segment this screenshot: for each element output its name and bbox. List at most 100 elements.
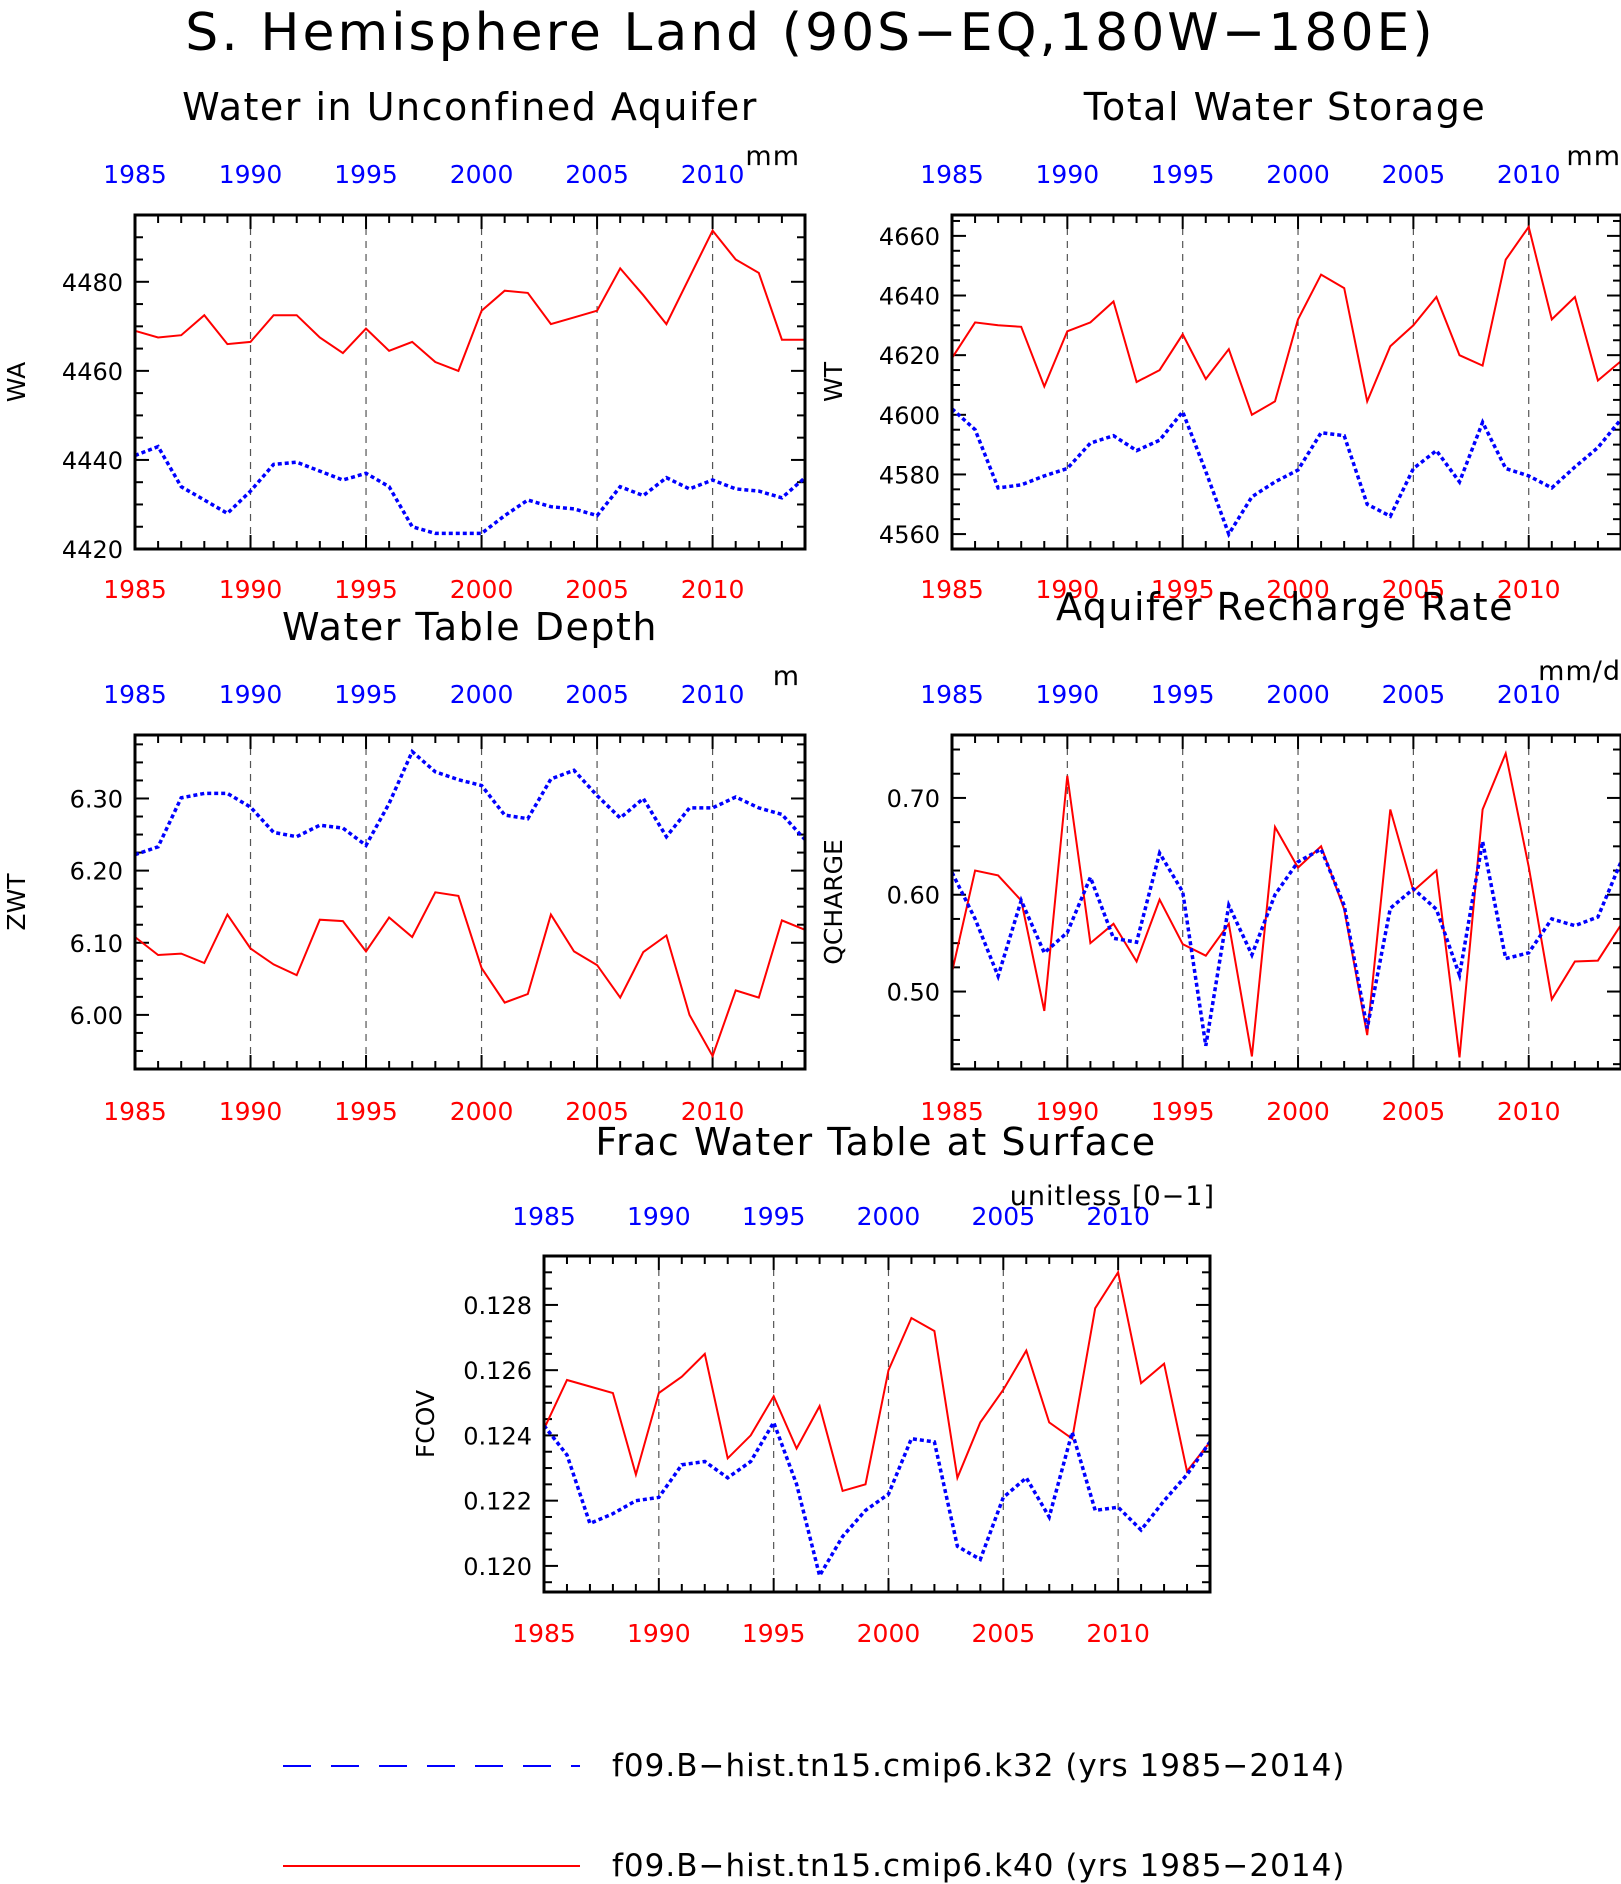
- y-tick-label: 4460: [62, 358, 123, 386]
- page-title: S. Hemisphere Land (90S−EQ,180W−180E): [185, 3, 1436, 63]
- x-tick-label-bottom: 2005: [971, 1619, 1035, 1648]
- series-k32-line: [542, 1418, 1212, 1581]
- plot-frame: [133, 213, 807, 551]
- x-tick-label-top: 1985: [103, 680, 167, 709]
- y-tick-label: 4420: [62, 536, 123, 564]
- y-axis-label: ZWT: [2, 873, 31, 931]
- x-tick-label-top: 2010: [681, 680, 745, 709]
- x-tick-label-top: 2005: [565, 160, 629, 189]
- x-tick-label-top: 1995: [1151, 680, 1215, 709]
- panel-title: Frac Water Table at Surface: [595, 1120, 1156, 1164]
- x-tick-label-bottom: 2005: [565, 1097, 629, 1126]
- x-tick-label-bottom: 1990: [1036, 1097, 1100, 1126]
- x-tick-label-bottom: 1995: [1151, 575, 1215, 604]
- x-tick-label-top: 2005: [971, 1202, 1035, 1231]
- legend-label: f09.B−hist.tn15.cmip6.k32 (yrs 1985−2014…: [612, 1748, 1345, 1784]
- series-k40-line: [134, 228, 805, 373]
- plot-frame: [950, 733, 1621, 1071]
- y-tick-label: 4580: [879, 461, 940, 489]
- y-tick-label: 6.30: [70, 785, 123, 813]
- y-tick-label: 0.120: [463, 1553, 532, 1581]
- x-tick-label-bottom: 2010: [1086, 1619, 1150, 1648]
- series-k40-line: [543, 1269, 1211, 1493]
- series-k32-line: [134, 444, 807, 536]
- x-tick-label-bottom: 1990: [627, 1619, 691, 1648]
- series-k32-line: [950, 407, 1621, 539]
- y-tick-label: 4440: [62, 447, 123, 475]
- x-tick-label-top: 2000: [450, 160, 514, 189]
- x-tick-label-bottom: 2000: [1266, 1097, 1330, 1126]
- x-tick-label-top: 1990: [219, 680, 283, 709]
- x-tick-label-bottom: 2005: [1382, 575, 1446, 604]
- x-tick-label-top: 2005: [565, 680, 629, 709]
- panel-3: Water Table Depth m 6.00 6.10 6.20 6.30 1985 19…: [2, 605, 807, 1126]
- x-tick-label-bottom: 2000: [857, 1619, 921, 1648]
- x-tick-label-bottom: 2010: [681, 575, 745, 604]
- panel-1: Water in Unconfined Aquifer mm 4420 4440 446…: [2, 85, 807, 604]
- units-label: unitless [0−1]: [1010, 1181, 1215, 1212]
- x-tick-label-top: 1990: [219, 160, 283, 189]
- x-tick-label-bottom: 1995: [742, 1619, 806, 1648]
- x-tick-label-top: 2005: [1382, 160, 1446, 189]
- panel-title: Water in Unconfined Aquifer: [182, 85, 758, 129]
- x-tick-label-top: 1995: [1151, 160, 1215, 189]
- y-tick-label: 0.122: [463, 1488, 532, 1516]
- x-tick-label-bottom: 1985: [103, 575, 167, 604]
- y-tick-label: 0.126: [463, 1357, 532, 1385]
- panel-4: Aquifer Recharge Rate mm/d 0.50 0.60 0.70 198…: [819, 585, 1621, 1126]
- x-tick-label-bottom: 1985: [103, 1097, 167, 1126]
- y-axis-label: QCHARGE: [819, 839, 848, 965]
- x-tick-label-bottom: 1995: [334, 1097, 398, 1126]
- units-label: mm: [1566, 141, 1621, 172]
- panel-title: Total Water Storage: [1083, 85, 1486, 129]
- x-tick-label-top: 1985: [512, 1202, 576, 1231]
- x-tick-label-bottom: 1995: [334, 575, 398, 604]
- x-tick-label-top: 2000: [450, 680, 514, 709]
- x-tick-label-top: 2000: [1266, 680, 1330, 709]
- x-tick-label-top: 1990: [627, 1202, 691, 1231]
- panel-5: Frac Water Table at Surface unitless [0−1…: [411, 1120, 1215, 1648]
- series-k40-line: [951, 224, 1621, 417]
- x-tick-label-top: 1985: [920, 160, 984, 189]
- x-tick-label-bottom: 2000: [450, 575, 514, 604]
- x-tick-label-top: 2000: [857, 1202, 921, 1231]
- series-k32-line: [950, 841, 1621, 1047]
- x-tick-label-bottom: 2000: [450, 1097, 514, 1126]
- x-tick-label-top: 2005: [1382, 680, 1446, 709]
- x-tick-label-bottom: 1990: [219, 575, 283, 604]
- x-tick-label-bottom: 1985: [920, 575, 984, 604]
- x-tick-label-top: 1985: [920, 680, 984, 709]
- plot-frame: [133, 733, 807, 1071]
- x-tick-label-top: 2000: [1266, 160, 1330, 189]
- y-tick-label: 0.50: [887, 979, 940, 1007]
- x-tick-label-bottom: 1985: [920, 1097, 984, 1126]
- x-tick-label-bottom: 2005: [565, 575, 629, 604]
- x-tick-label-top: 1995: [334, 680, 398, 709]
- y-tick-label: 6.00: [70, 1002, 123, 1030]
- x-tick-label-top: 2010: [681, 160, 745, 189]
- y-tick-label: 4640: [879, 283, 940, 311]
- plot-frame: [950, 213, 1621, 551]
- y-tick-label: 0.70: [887, 785, 940, 813]
- series-k40-line: [134, 891, 806, 1059]
- plot-frame: [542, 1254, 1212, 1594]
- x-tick-label-top: 1995: [742, 1202, 806, 1231]
- units-label: mm/d: [1538, 656, 1621, 687]
- x-tick-label-bottom: 1990: [219, 1097, 283, 1126]
- y-tick-label: 0.60: [887, 882, 940, 910]
- x-tick-label-bottom: 2010: [681, 1097, 745, 1126]
- y-tick-label: 4660: [879, 223, 940, 251]
- x-tick-label-bottom: 2010: [1497, 1097, 1561, 1126]
- x-tick-label-bottom: 1990: [1036, 575, 1100, 604]
- x-tick-label-top: 1990: [1036, 160, 1100, 189]
- panel-2: Total Water Storage mm 4560 4580 4600 4620 464…: [819, 85, 1621, 604]
- x-tick-label-top: 1990: [1036, 680, 1100, 709]
- x-tick-label-bottom: 2005: [1382, 1097, 1446, 1126]
- x-tick-label-top: 2010: [1497, 160, 1561, 189]
- legend: f09.B−hist.tn15.cmip6.k32 (yrs 1985−2014…: [283, 1748, 1345, 1884]
- x-tick-label-bottom: 1985: [512, 1619, 576, 1648]
- y-tick-label: 4620: [879, 342, 940, 370]
- y-axis-label: WA: [2, 362, 31, 402]
- x-tick-label-top: 1985: [103, 160, 167, 189]
